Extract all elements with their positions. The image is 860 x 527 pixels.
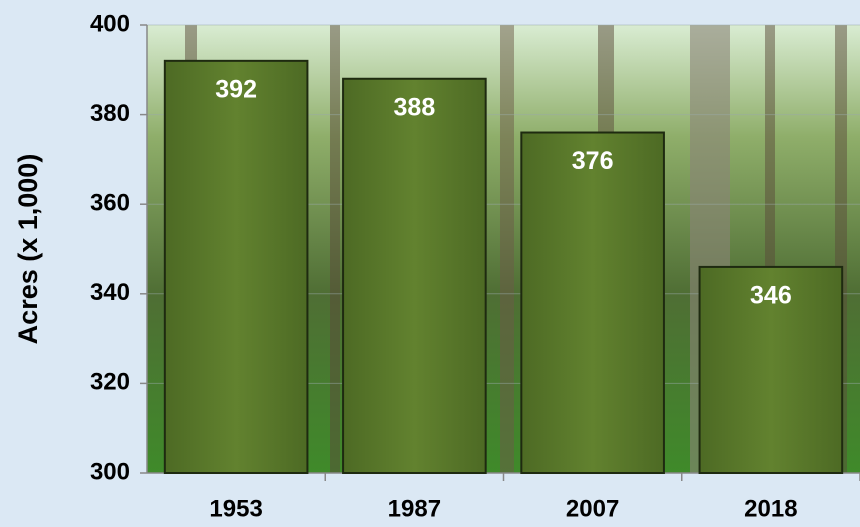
bar xyxy=(521,133,664,473)
data-label: 346 xyxy=(750,282,792,310)
x-tick-label: 2007 xyxy=(566,495,619,522)
data-label: 376 xyxy=(572,147,614,175)
x-tick-label: 1953 xyxy=(209,495,262,522)
y-axis-title: Acres (x 1,000) xyxy=(13,154,43,345)
y-tick-label: 320 xyxy=(90,369,130,396)
chart: Acres (x 1,000) 300 320 340 360 380 400 1953 39… xyxy=(0,0,860,527)
y-tick-label: 340 xyxy=(90,279,130,306)
page: Acres (x 1,000) 300 320 340 360 380 400 1953 39… xyxy=(0,0,860,527)
bar xyxy=(165,61,308,473)
y-tick-label: 300 xyxy=(90,458,130,485)
y-tick-label: 400 xyxy=(90,10,130,37)
data-label: 392 xyxy=(215,75,257,103)
data-label: 388 xyxy=(394,93,436,121)
y-tick-label: 360 xyxy=(90,190,130,217)
bar xyxy=(343,79,486,473)
x-tick-label: 2018 xyxy=(744,495,797,522)
y-tick-label: 380 xyxy=(90,100,130,127)
x-tick-label: 1987 xyxy=(388,495,441,522)
